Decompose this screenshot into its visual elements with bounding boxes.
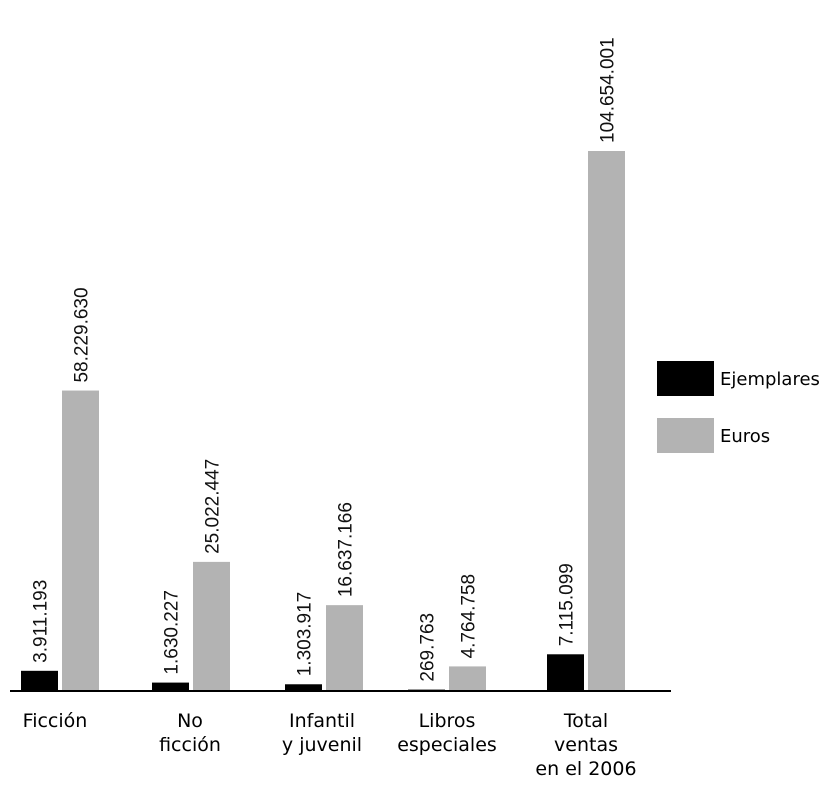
bar-euros-0 [62,390,99,691]
category-label-4-line-0: Total [563,710,608,732]
legend-swatch-euros [657,418,714,453]
labels-layer: 3.911.193 1.630.227 1.303.917 269.763 7.115.… [23,37,637,780]
legend-swatch-ejemplares [657,361,714,396]
bar-ejemplares-4 [547,654,584,691]
value-label-euros-0: 58.229.630 [72,287,93,382]
legend: Ejemplares Euros [657,361,820,453]
category-label-2-line-0: Infantil [289,710,355,732]
legend-label-euros: Euros [720,426,770,447]
value-label-ejemplares-0: 3.911.193 [31,580,52,663]
value-label-euros-2: 16.637.166 [336,502,357,597]
category-label-1-line-1: ficción [159,734,221,756]
bar-ejemplares-0 [21,670,58,691]
legend-label-ejemplares: Ejemplares [720,369,820,390]
value-label-euros-4: 104.654.001 [598,37,619,143]
value-label-ejemplares-4: 7.115.099 [557,563,578,646]
value-label-euros-3: 4.764.758 [459,574,480,659]
value-label-euros-1: 25.022.447 [203,459,224,554]
category-label-2-line-1: y juvenil [282,734,362,756]
category-label-4-line-1: ventas [554,734,618,756]
category-label-3-line-1: especiales [397,734,497,756]
bar-ejemplares-1 [152,682,189,691]
bar-euros-1 [193,561,230,691]
bar-euros-3 [449,666,486,691]
value-label-ejemplares-1: 1.630.227 [162,590,183,675]
bar-ejemplares-2 [285,684,322,691]
category-label-4-line-2: en el 2006 [535,758,636,780]
bar-euros-4 [588,151,625,691]
value-label-ejemplares-3: 269.763 [418,613,439,682]
bar-euros-2 [326,605,363,691]
value-label-ejemplares-2: 1.303.917 [295,592,316,677]
category-label-1-line-0: No [177,710,203,732]
bars-layer [21,151,625,691]
category-label-3-line-0: Libros [419,710,476,732]
category-label-0-line-0: Ficción [23,710,88,732]
